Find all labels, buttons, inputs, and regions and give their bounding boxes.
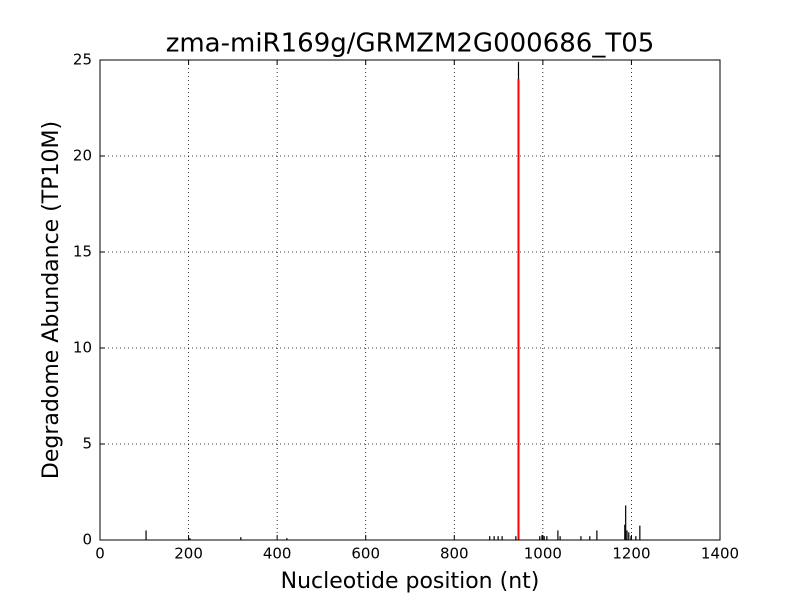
y-tick-label: 25	[73, 51, 92, 69]
chart-title: zma-miR169g/GRMZM2G000686_T05	[166, 29, 655, 59]
x-tick-label: 0	[95, 545, 105, 563]
y-tick-label: 20	[73, 147, 92, 165]
x-tick-label: 1000	[524, 545, 562, 563]
y-tick-label: 0	[82, 531, 92, 549]
x-tick-label: 600	[351, 545, 380, 563]
x-tick-label: 200	[174, 545, 203, 563]
x-tick-label: 400	[263, 545, 292, 563]
x-tick-label: 800	[440, 545, 469, 563]
x-tick-label: 1400	[701, 545, 739, 563]
y-tick-label: 5	[82, 435, 92, 453]
y-tick-label: 10	[73, 339, 92, 357]
y-tick-label: 15	[73, 243, 92, 261]
plot-frame	[99, 59, 721, 541]
x-tick-label: 1200	[612, 545, 650, 563]
x-axis-label: Nucleotide position (nt)	[281, 569, 540, 594]
y-axis-label: Degradome Abundance (TP10M)	[39, 121, 64, 479]
